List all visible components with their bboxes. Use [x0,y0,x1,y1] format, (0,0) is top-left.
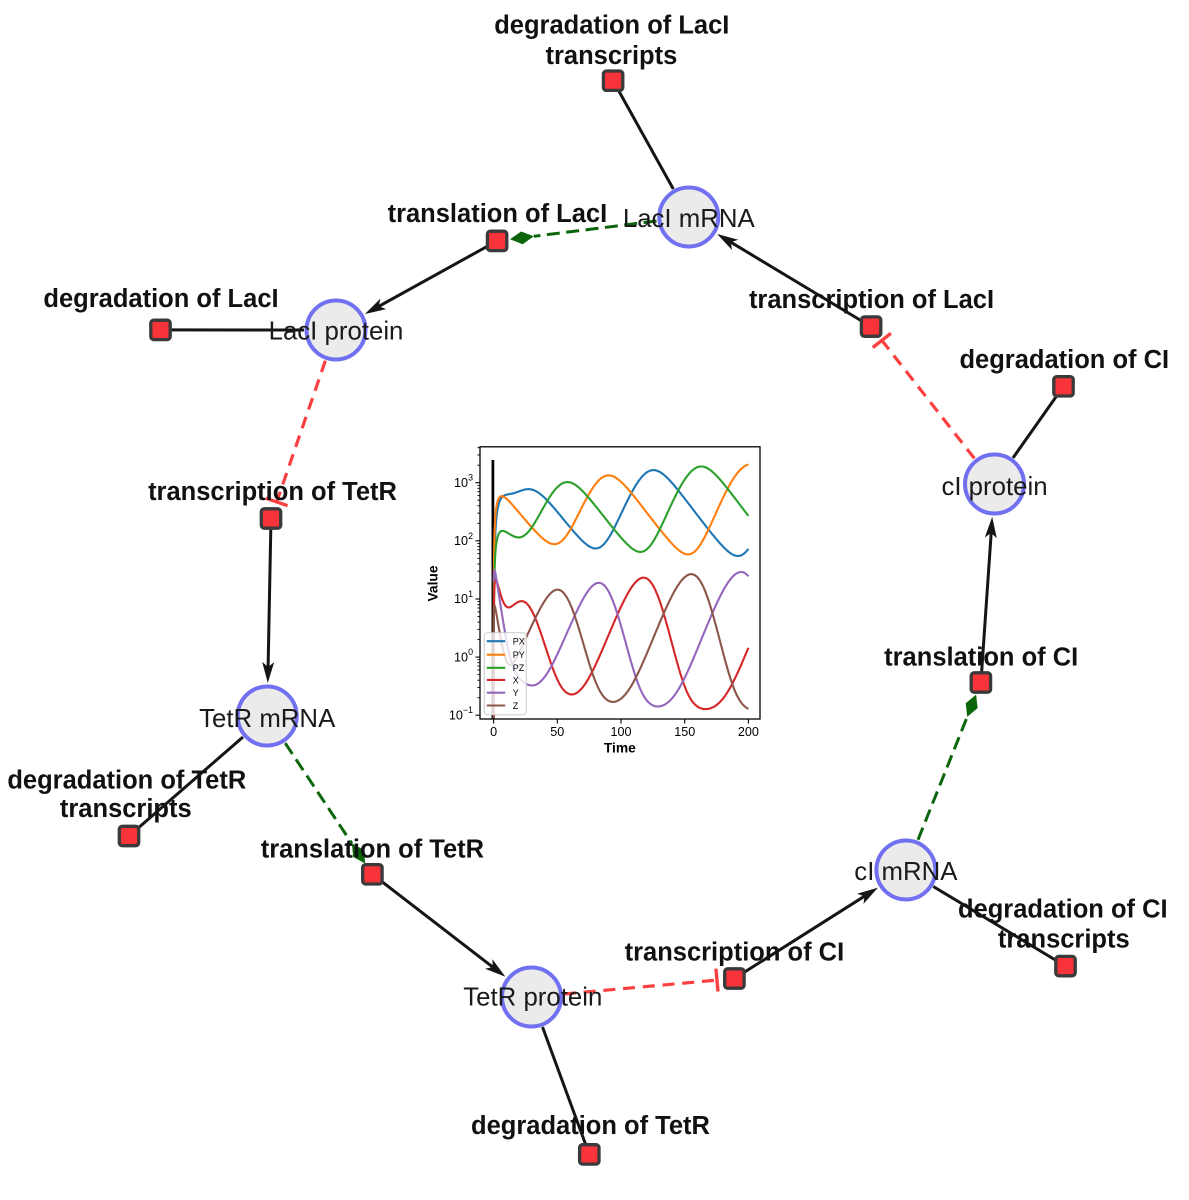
svg-text:degradation of CI: degradation of CI [958,896,1168,924]
svg-text:Value: Value [425,565,440,601]
svg-text:PZ: PZ [513,663,525,673]
svg-text:150: 150 [674,725,695,739]
svg-text:TetR protein: TetR protein [463,983,602,1011]
svg-text:PY: PY [513,650,525,660]
svg-text:PX: PX [513,637,525,647]
svg-text:cI protein: cI protein [941,473,1047,501]
svg-text:translation of CI: translation of CI [884,644,1078,672]
svg-text:101: 101 [454,589,473,606]
svg-text:transcription of TetR: transcription of TetR [148,478,397,506]
svg-text:transcription of LacI: transcription of LacI [749,286,994,314]
svg-text:102: 102 [454,531,473,548]
svg-text:Time: Time [604,741,636,756]
svg-text:transcripts: transcripts [546,42,678,70]
svg-text:50: 50 [550,725,564,739]
svg-text:103: 103 [454,473,473,490]
svg-text:TetR mRNA: TetR mRNA [199,705,336,733]
svg-text:translation of LacI: translation of LacI [388,200,608,228]
svg-text:0: 0 [490,725,497,739]
svg-text:cI mRNA: cI mRNA [854,858,958,886]
svg-text:10−1: 10−1 [449,705,473,722]
svg-text:LacI mRNA: LacI mRNA [623,205,756,233]
svg-text:degradation of LacI: degradation of LacI [494,12,729,40]
svg-text:Y: Y [513,688,519,698]
svg-text:degradation of LacI: degradation of LacI [43,285,278,313]
svg-text:100: 100 [454,647,473,664]
svg-text:X: X [513,675,519,685]
svg-text:100: 100 [610,725,631,739]
svg-text:translation of TetR: translation of TetR [261,836,484,864]
svg-text:Z: Z [513,701,519,711]
svg-text:LacI protein: LacI protein [269,318,404,346]
svg-text:degradation of CI: degradation of CI [959,346,1169,374]
svg-text:transcripts: transcripts [998,926,1130,954]
svg-text:degradation of TetR: degradation of TetR [471,1112,710,1140]
svg-text:degradation of TetR: degradation of TetR [7,766,246,794]
svg-text:transcripts: transcripts [60,795,192,823]
svg-text:transcription of CI: transcription of CI [625,939,845,967]
svg-text:200: 200 [738,725,759,739]
